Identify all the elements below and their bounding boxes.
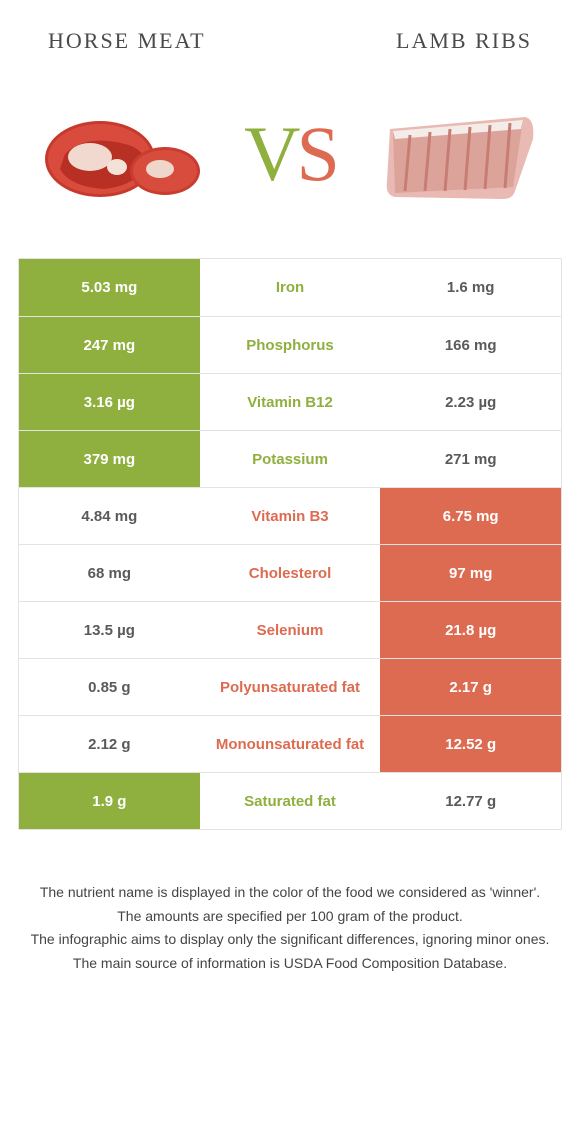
right-value-cell: 1.6 mg	[380, 259, 561, 316]
vs-label: VS	[244, 115, 336, 193]
table-row: 2.12 gMonounsaturated fat12.52 g	[19, 715, 561, 772]
nutrient-name-cell: Iron	[200, 259, 381, 316]
right-value-cell: 271 mg	[380, 431, 561, 487]
right-value-cell: 6.75 mg	[380, 488, 561, 544]
left-value-cell: 4.84 mg	[19, 488, 200, 544]
nutrient-name-cell: Cholesterol	[200, 545, 381, 601]
footnote-line: The main source of information is USDA F…	[28, 953, 552, 975]
right-value-cell: 97 mg	[380, 545, 561, 601]
table-row: 379 mgPotassium271 mg	[19, 430, 561, 487]
nutrient-name-cell: Vitamin B12	[200, 374, 381, 430]
left-value-cell: 68 mg	[19, 545, 200, 601]
right-value-cell: 21.8 µg	[380, 602, 561, 658]
hero-row: VS	[0, 54, 580, 258]
right-value-cell: 166 mg	[380, 317, 561, 373]
nutrient-name-cell: Vitamin B3	[200, 488, 381, 544]
nutrient-name-cell: Phosphorus	[200, 317, 381, 373]
footnote-line: The infographic aims to display only the…	[28, 929, 552, 951]
nutrient-name-cell: Saturated fat	[200, 773, 381, 829]
left-value-cell: 3.16 µg	[19, 374, 200, 430]
nutrient-name-cell: Polyunsaturated fat	[200, 659, 381, 715]
table-row: 1.9 gSaturated fat12.77 g	[19, 772, 561, 829]
left-value-cell: 379 mg	[19, 431, 200, 487]
left-food-title: Horse meat	[48, 28, 206, 54]
left-value-cell: 1.9 g	[19, 773, 200, 829]
nutrient-name-cell: Potassium	[200, 431, 381, 487]
footnote-line: The amounts are specified per 100 gram o…	[28, 906, 552, 928]
nutrient-name-cell: Selenium	[200, 602, 381, 658]
table-row: 13.5 µgSelenium21.8 µg	[19, 601, 561, 658]
nutrient-name-cell: Monounsaturated fat	[200, 716, 381, 772]
right-value-cell: 2.23 µg	[380, 374, 561, 430]
left-value-cell: 13.5 µg	[19, 602, 200, 658]
right-value-cell: 12.77 g	[380, 773, 561, 829]
footnotes: The nutrient name is displayed in the co…	[0, 830, 580, 975]
right-value-cell: 2.17 g	[380, 659, 561, 715]
table-row: 68 mgCholesterol97 mg	[19, 544, 561, 601]
left-value-cell: 5.03 mg	[19, 259, 200, 316]
vs-s: S	[296, 110, 335, 197]
vs-v: V	[244, 110, 296, 197]
table-row: 0.85 gPolyunsaturated fat2.17 g	[19, 658, 561, 715]
table-row: 5.03 mgIron1.6 mg	[19, 259, 561, 316]
horse-meat-image	[30, 94, 220, 214]
left-value-cell: 2.12 g	[19, 716, 200, 772]
table-row: 4.84 mgVitamin B36.75 mg	[19, 487, 561, 544]
table-row: 247 mgPhosphorus166 mg	[19, 316, 561, 373]
table-row: 3.16 µgVitamin B122.23 µg	[19, 373, 561, 430]
right-food-title: Lamb ribs	[396, 28, 532, 54]
header: Horse meat Lamb ribs	[0, 0, 580, 54]
lamb-ribs-image	[360, 94, 550, 214]
footnote-line: The nutrient name is displayed in the co…	[28, 882, 552, 904]
left-value-cell: 0.85 g	[19, 659, 200, 715]
comparison-table: 5.03 mgIron1.6 mg247 mgPhosphorus166 mg3…	[18, 258, 562, 830]
left-value-cell: 247 mg	[19, 317, 200, 373]
right-value-cell: 12.52 g	[380, 716, 561, 772]
